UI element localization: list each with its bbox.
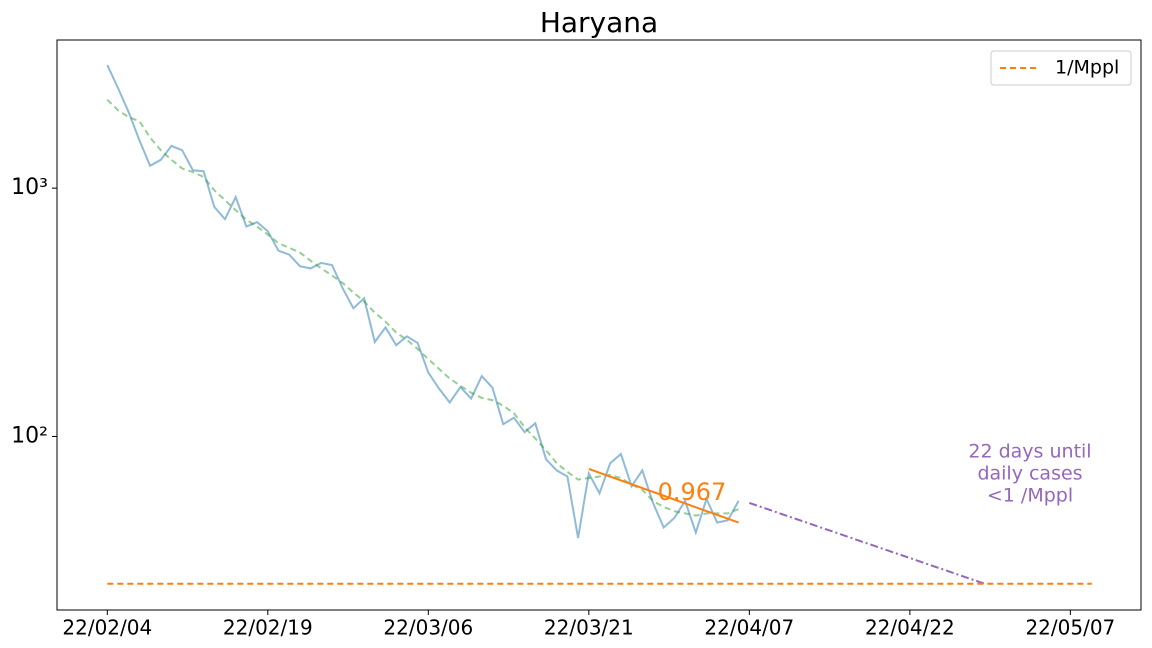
projection-annotation: <1 /Mppl [987, 485, 1073, 507]
projection-annotation: 22 days until [968, 441, 1091, 463]
series-line [106, 98, 739, 517]
series-line [106, 64, 740, 539]
x-tick-label: 22/04/07 [704, 616, 794, 640]
projection-annotation: daily cases [977, 463, 1082, 485]
x-tick-label: 22/02/19 [223, 616, 313, 640]
legend-box [990, 50, 1132, 86]
legend-label: 1/Mppl [1055, 57, 1119, 79]
series-line [588, 467, 739, 524]
plot-frame [56, 39, 1142, 611]
x-tick-label: 22/04/22 [865, 616, 955, 640]
y-tick-label: 10² [11, 423, 48, 448]
x-tick-label: 22/05/07 [1025, 616, 1115, 640]
y-tick-label: 10³ [11, 175, 48, 200]
chart-title: Haryana [540, 6, 658, 39]
x-tick-label: 22/03/06 [383, 616, 473, 640]
x-tick-label: 22/02/04 [62, 616, 152, 640]
fit-annotation: 0.967 [658, 478, 727, 506]
x-tick-label: 22/03/21 [544, 616, 634, 640]
series-line [748, 501, 986, 585]
